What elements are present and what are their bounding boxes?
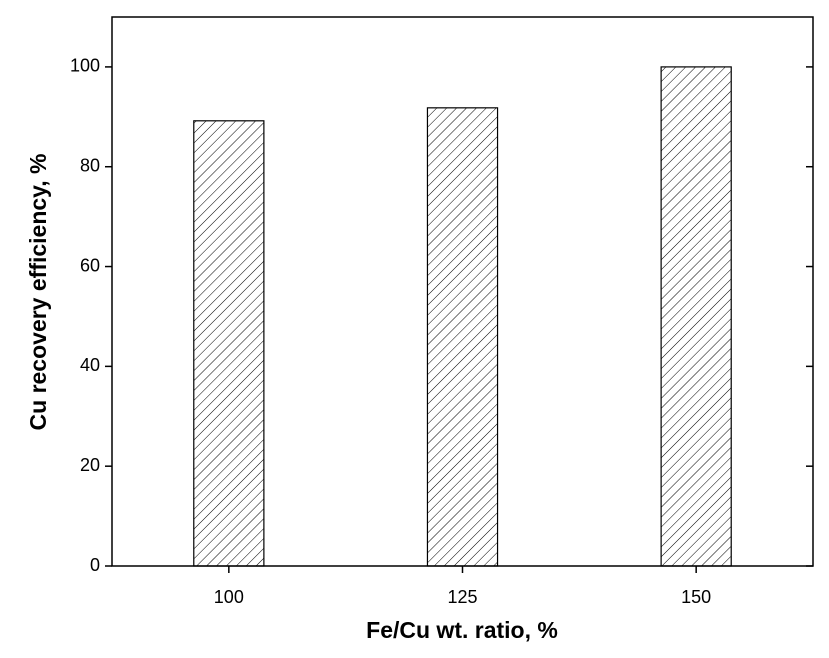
y-tick-label: 20 (80, 455, 100, 475)
x-tick-label: 125 (447, 587, 477, 607)
y-tick-label: 60 (80, 255, 100, 275)
plot-frame (111, 16, 814, 567)
x-tick-label: 100 (214, 587, 244, 607)
bar (660, 66, 732, 567)
x-tick-label: 150 (681, 587, 711, 607)
y-tick-label: 100 (70, 56, 100, 76)
bar (426, 107, 499, 567)
y-tick-label: 0 (90, 555, 100, 575)
bar (193, 120, 265, 567)
x-axis-title: Fe/Cu wt. ratio, % (366, 617, 558, 643)
y-axis-title: Cu recovery efficiency, % (25, 154, 51, 431)
y-tick-label: 80 (80, 155, 100, 175)
y-tick-label: 40 (80, 355, 100, 375)
